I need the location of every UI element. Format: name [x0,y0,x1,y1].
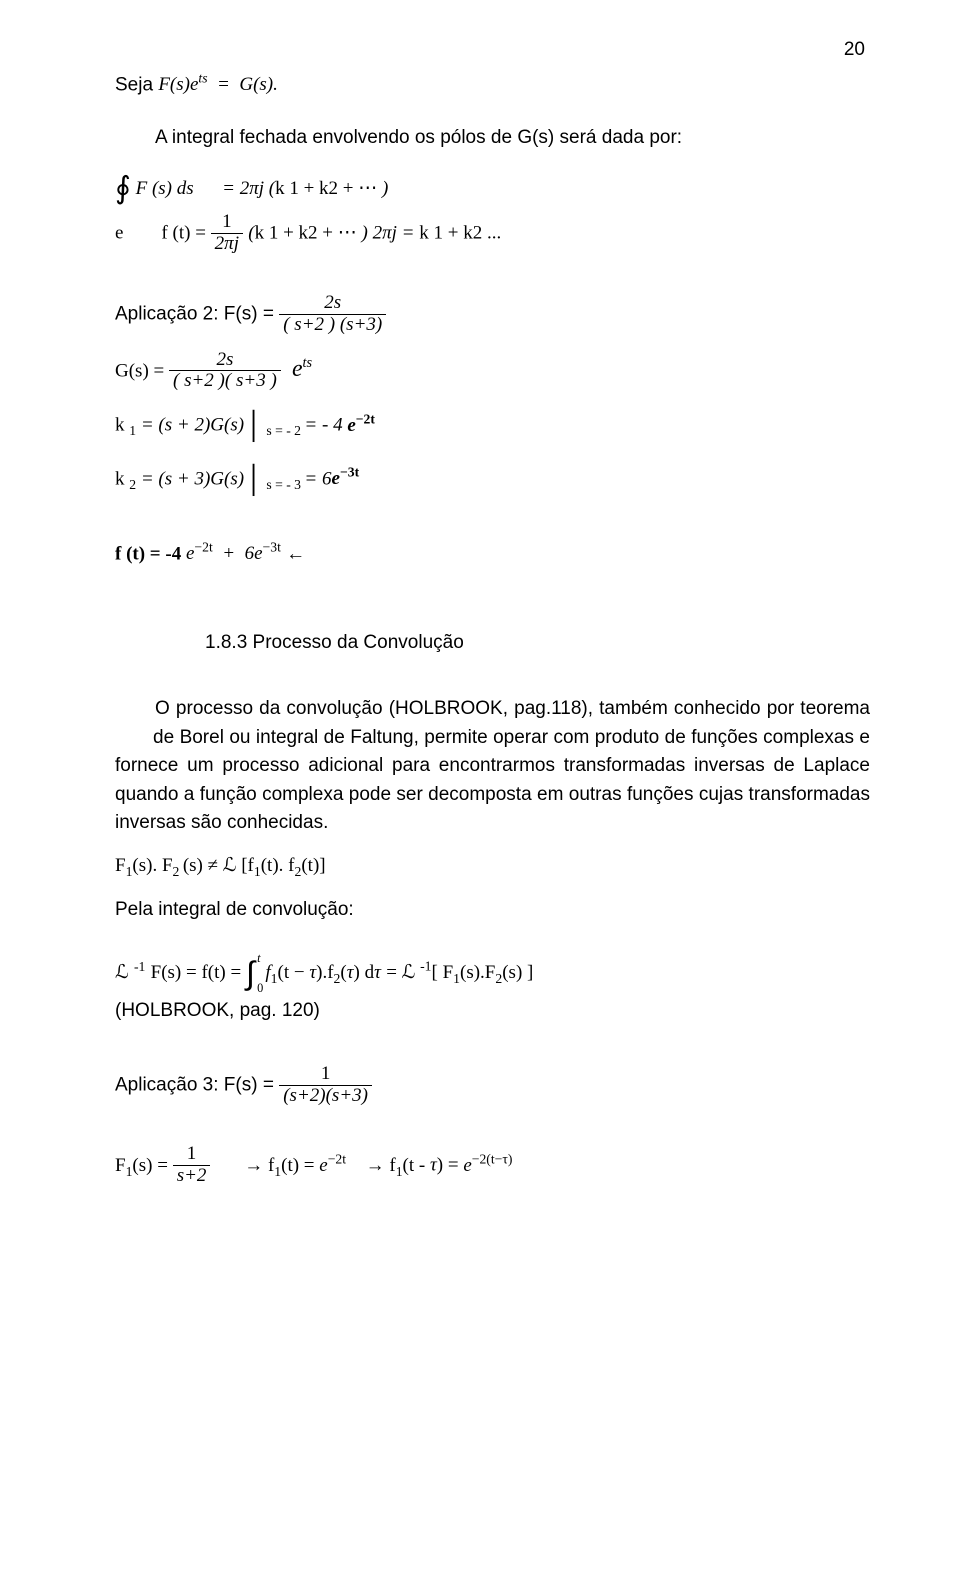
equation-ft-sum: e f (t) = 1 2πj (k 1 + k2 + ⋯ ) 2πj = k … [115,212,870,255]
gs-pre: G(s) = [115,360,169,381]
num-2s: 2s [279,293,386,315]
frac-app3: 1 (s+2)(s+3) [279,1064,372,1107]
equation-k1: k 1 = (s + 2)G(s)│ s = - 2 = - 4 e−2t [115,406,870,446]
frac-app2: 2s ( s+2 ) (s+3) [279,293,386,336]
rest-k1k2: (k 1 + k2 + ⋯ ) 2πj = k 1 + k2 ... [248,222,501,243]
eq-fse-gs: F(s)ets = G(s). [158,74,278,95]
label-seja: Seja [115,74,158,95]
page-number: 20 [844,36,865,65]
num-1: 1 [211,212,243,234]
equation-gs: G(s) = 2s ( s+2 )( s+3 ) ets [115,350,870,393]
den-app3: (s+2)(s+3) [279,1086,372,1107]
equation-linverse: ℒ -1 F(s) = f(t) = ∫ t 0 f1(t − τ).f2(τ)… [115,949,870,997]
num-f1: 1 [173,1144,211,1166]
den-gs: ( s+2 )( s+3 ) [169,371,281,392]
den-2pij: 2πj [211,234,243,255]
label-app3: Aplicação 3: F(s) = [115,1074,279,1095]
int-dn: 0 [257,979,263,998]
lhs-contour: ∮ F (s) ds = 2πj (k 1 + k2 + ⋯ ) [115,178,388,199]
equation-app2: Aplicação 2: F(s) = 2s ( s+2 ) (s+3) [115,293,870,336]
den-f1: s+2 [173,1166,211,1187]
equation-k2: k 2 = (s + 3)G(s)│ s = - 3 = 6e−3t [115,460,870,500]
equation-f1f2-neq: F1(s). F2 (s) ≠ ℒ [f1(t). f2(t)] [115,852,870,882]
frac-f1s: 1 s+2 [173,1144,211,1187]
text-pela-integral: Pela integral de convolução: [115,896,870,925]
paragraph-convolucao: O processo da convolução (HOLBROOK, pag.… [115,695,870,838]
den-s2s3: ( s+2 ) (s+3) [279,315,386,336]
frac-gs: 2s ( s+2 )( s+3 ) [169,350,281,393]
ets: ets [286,356,312,382]
equation-f1s: F1(s) = 1 s+2 → f1(t) = e−2t → f1(t - τ)… [115,1144,870,1187]
e-ft-pre: e f (t) = [115,222,211,243]
equation-seja: Seja F(s)ets = G(s). [115,69,870,100]
integral-0-t: ∫ t 0 [246,949,255,997]
text-aintegral: A integral fechada envolvendo os pólos d… [115,124,870,153]
label-app2: Aplicação 2: F(s) = [115,303,279,324]
left-arrow-icon: ← [286,543,305,564]
text-ref-holbrook: (HOLBROOK, pag. 120) [115,997,870,1026]
equation-contour: ∮ F (s) ds = 2πj (k 1 + k2 + ⋯ ) [115,166,870,212]
section-heading-183: 1.8.3 Processo da Convolução [115,629,870,658]
num-app3: 1 [279,1064,372,1086]
int-up: t [257,949,260,968]
equation-ft-result: f (t) = -4 e−2t + 6e−3t ← [115,538,870,569]
num-gs: 2s [169,350,281,372]
frac-1-2pij: 1 2πj [211,212,243,255]
equation-app3: Aplicação 3: F(s) = 1 (s+2)(s+3) [115,1064,870,1107]
